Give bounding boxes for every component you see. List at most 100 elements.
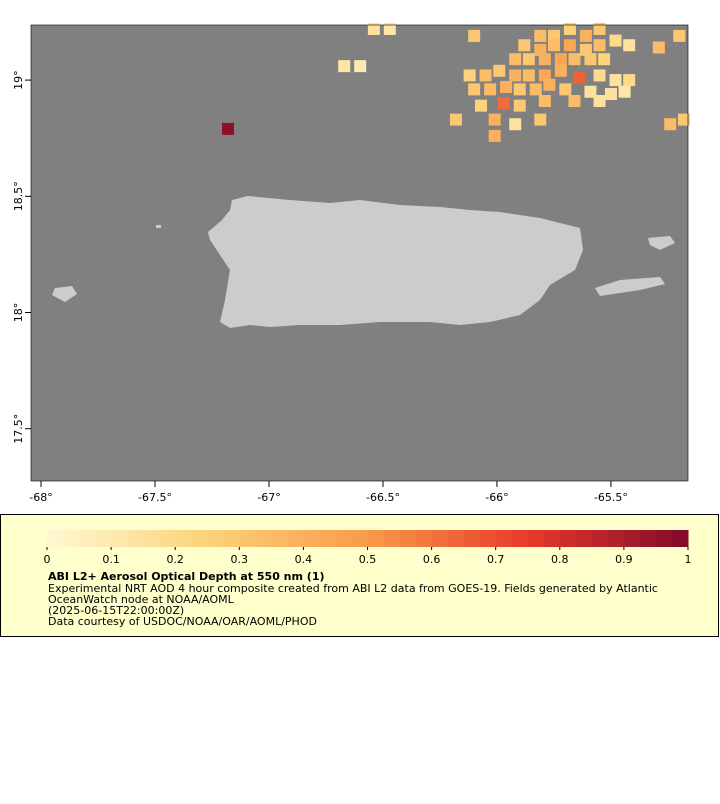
aod-cell: [568, 95, 581, 107]
aod-cell: [618, 85, 631, 98]
colorbar-tick-label: 0.1: [102, 553, 120, 566]
colorbar-tick-label: 0.9: [615, 553, 633, 566]
colorbar-tick-label: 0.3: [231, 553, 249, 566]
aod-cell: [609, 34, 622, 47]
aod-cell: [554, 53, 567, 66]
aod-cell: [538, 69, 551, 82]
aod-cell: [338, 60, 351, 73]
x-tick-label: -65.5°: [594, 491, 628, 504]
aod-cell: [534, 29, 547, 42]
aod-cell: [543, 78, 556, 91]
aod-cell: [652, 41, 665, 54]
colorbar-swatch: [351, 530, 368, 547]
colorbar-swatch: [431, 530, 449, 547]
colorbar-swatch: [191, 530, 208, 547]
legend-line: Data courtesy of USDOC/NOAA/OAR/AOML/PHO…: [48, 615, 317, 628]
desecheo: [156, 225, 161, 228]
aod-cell: [522, 53, 535, 66]
x-tick-label: -66°: [485, 491, 508, 504]
colorbar-swatch: [95, 530, 112, 547]
colorbar-swatch: [559, 530, 577, 547]
colorbar-tick-label: 0.2: [166, 553, 184, 566]
aod-cell: [534, 43, 547, 56]
aod-cell: [468, 83, 481, 96]
aod-cell: [484, 83, 497, 96]
aod-cell: [383, 22, 396, 35]
aod-cell: [563, 22, 576, 35]
colorbar-tick-label: 0.7: [487, 553, 505, 566]
aod-cell: [573, 71, 586, 84]
colorbar-swatch: [335, 530, 352, 547]
aod-cell: [584, 85, 597, 98]
colorbar-swatch: [479, 530, 497, 547]
aod-cells: [221, 22, 690, 142]
aod-cell: [513, 99, 526, 112]
colorbar-swatch: [655, 530, 673, 547]
aod-cell: [488, 113, 501, 126]
colorbar-swatch: [63, 530, 80, 547]
colorbar-swatch: [127, 530, 144, 547]
aod-cell: [354, 60, 367, 73]
colorbar-swatch: [319, 530, 336, 547]
aod-cell: [463, 69, 476, 82]
aod-cell: [579, 29, 592, 42]
colorbar-swatch: [671, 530, 689, 547]
aod-cell: [664, 118, 677, 131]
axes: -68° -67.5° -67° -66.5° -66° -65.5° 17.5° 18° 18…: [12, 70, 628, 504]
aod-cell: [509, 53, 522, 66]
colorbar-tick-label: 0.4: [295, 553, 313, 566]
colorbar-swatch: [639, 530, 657, 547]
colorbar-swatch: [623, 530, 641, 547]
x-tick-label: -68°: [29, 491, 52, 504]
aod-cell: [529, 83, 542, 96]
y-tick-label: 18°: [12, 303, 25, 323]
plot-frame: [30, 24, 689, 482]
aod-cell: [598, 53, 611, 66]
colorbar-swatch: [415, 530, 433, 547]
colorbar-swatch: [607, 530, 625, 547]
x-tick-label: -66.5°: [366, 491, 400, 504]
aod-cell: [623, 74, 636, 87]
legend-title: ABI L2+ Aerosol Optical Depth at 550 nm …: [48, 570, 325, 583]
colorbar-swatch: [271, 530, 288, 547]
aod-cell: [673, 29, 686, 42]
aod-cell: [559, 83, 572, 96]
aod-cell: [579, 43, 592, 56]
x-tick-label: -67.5°: [138, 491, 172, 504]
aod-cell: [593, 22, 606, 35]
aod-cell: [468, 29, 481, 42]
colorbar-swatch: [383, 530, 401, 547]
aod-cell: [497, 97, 510, 110]
aod-cell: [488, 129, 501, 142]
colorbar-tick-label: 1: [685, 553, 692, 566]
aod-cell: [493, 64, 506, 77]
colorbar-swatch: [447, 530, 465, 547]
aod-cell: [479, 69, 492, 82]
colorbar-tick-label: 0.6: [423, 553, 441, 566]
colorbar-swatch: [159, 530, 176, 547]
vieques: [595, 277, 665, 296]
legend-line: OceanWatch node at NOAA/AOML: [48, 593, 235, 606]
aod-cell: [449, 113, 462, 126]
aod-cell: [554, 64, 567, 77]
colorbar-swatch: [511, 530, 529, 547]
culebra: [648, 236, 675, 250]
colorbar-swatch: [207, 530, 224, 547]
colorbar-swatch: [591, 530, 609, 547]
aod-cell: [518, 39, 531, 52]
y-tick-label: 19°: [12, 70, 25, 90]
aod-cell: [509, 69, 522, 82]
puerto-rico: [208, 196, 583, 328]
colorbar-swatch: [463, 530, 481, 547]
y-tick-label: 18.5°: [12, 181, 25, 211]
colorbar: 0 0.1 0.2 0.3 0.4 0.5 0.6 0.7 0.8 0.9 1: [44, 530, 692, 566]
aod-cell: [547, 39, 560, 52]
aod-cell: [584, 53, 597, 66]
aod-cell: [593, 39, 606, 52]
land: [52, 196, 675, 328]
x-tick-label: -67°: [257, 491, 280, 504]
aod-cell: [547, 29, 560, 42]
y-tick-label: 17.5°: [12, 414, 25, 444]
